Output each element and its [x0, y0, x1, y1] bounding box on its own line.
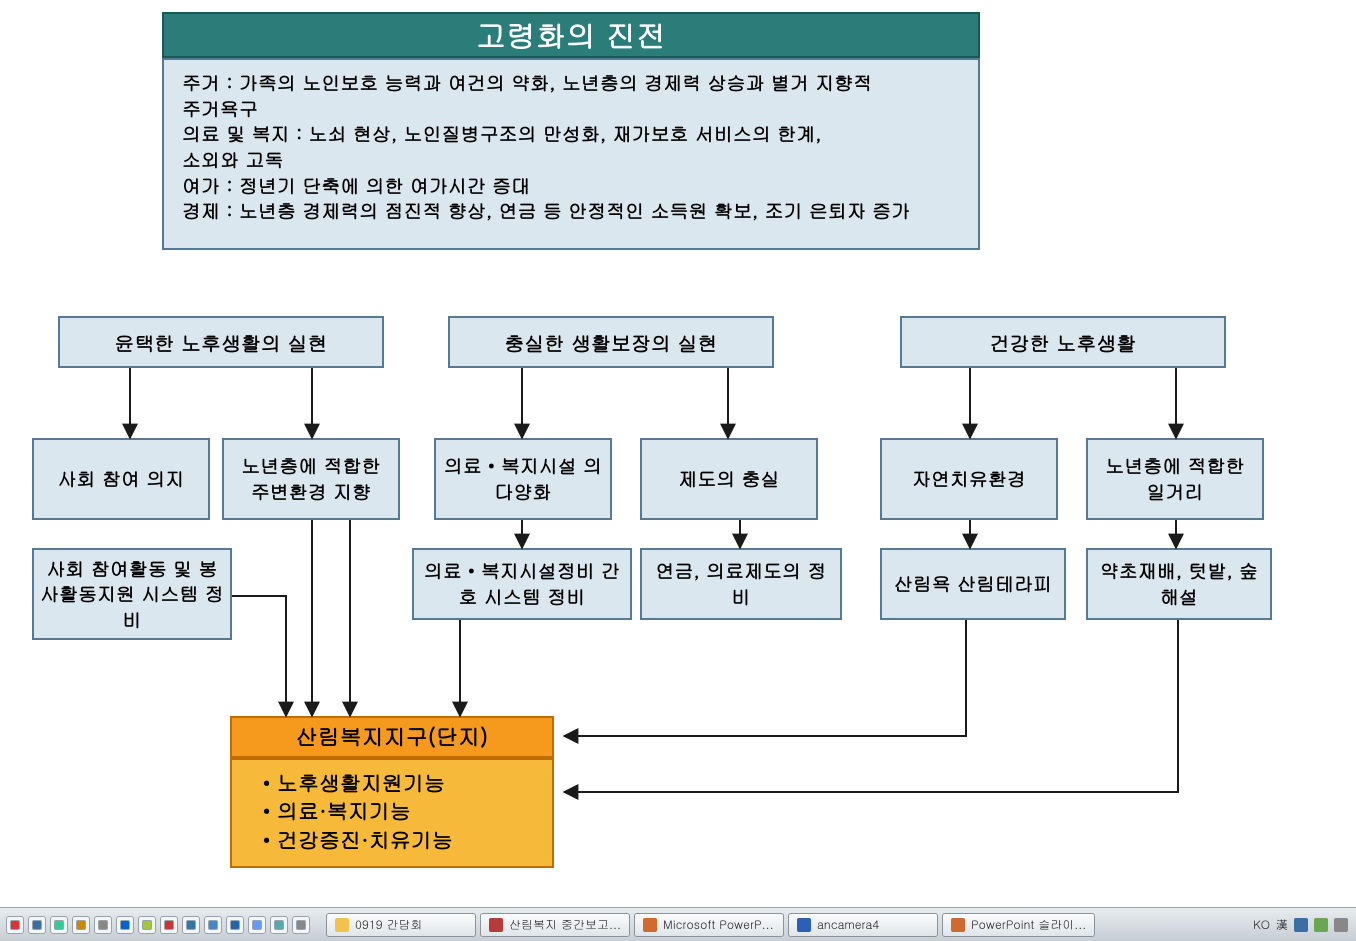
tray-icon[interactable] [1334, 918, 1348, 932]
flow-node: 사회 참여활동 및 봉사활동지원 시스템 정비 [32, 548, 232, 640]
task-icon [489, 918, 503, 932]
task-icon [951, 918, 965, 932]
flow-node: 연금, 의료제도의 정비 [640, 548, 842, 620]
task-label: ancamera4 [817, 916, 879, 933]
task-label: 0919 간담회 [355, 916, 423, 933]
flow-node: 충실한 생활보장의 실현 [448, 316, 774, 368]
ime-han[interactable]: 漢 [1276, 916, 1288, 933]
quick-launch[interactable] [0, 916, 316, 934]
taskbar-task[interactable]: ancamera4 [788, 913, 938, 937]
task-icon [335, 918, 349, 932]
tray-icon[interactable] [1294, 918, 1308, 932]
flow-node: 윤택한 노후생활의 실현 [58, 316, 384, 368]
quick-launch-icon[interactable] [138, 916, 156, 934]
flow-node: 약초재배, 텃밭, 숲 해설 [1086, 548, 1272, 620]
task-label: 산림복지 중간보고... [509, 916, 621, 933]
quick-launch-icon[interactable] [50, 916, 68, 934]
quick-launch-icon[interactable] [116, 916, 134, 934]
task-label: Microsoft PowerP... [663, 916, 774, 933]
flow-node: 산림욕 산림테라피 [880, 548, 1066, 620]
diagram-title: 고령화의 진전 [162, 12, 980, 58]
quick-launch-icon[interactable] [182, 916, 200, 934]
windows-taskbar[interactable]: 0919 간담회 산림복지 중간보고... Microsoft PowerP... a… [0, 907, 1356, 941]
flow-node: 의료・복지시설정비 간호 시스템 정비 [412, 548, 632, 620]
quick-launch-icon[interactable] [270, 916, 288, 934]
quick-launch-icon[interactable] [94, 916, 112, 934]
flow-node: 노년층에 적합한 주변환경 지향 [222, 438, 400, 520]
taskbar-task[interactable]: Microsoft PowerP... [634, 913, 784, 937]
quick-launch-icon[interactable] [226, 916, 244, 934]
flow-node: 노년층에 적합한 일거리 [1086, 438, 1264, 520]
diagram-description: 주거 : 가족의 노인보호 능력과 여건의 약화, 노년층의 경제력 상승과 별… [162, 58, 980, 250]
quick-launch-icon[interactable] [204, 916, 222, 934]
ime-lang[interactable]: KO [1253, 916, 1270, 933]
flow-node: 제도의 충실 [640, 438, 818, 520]
diagram-canvas: 고령화의 진전 주거 : 가족의 노인보호 능력과 여건의 약화, 노년층의 경… [0, 0, 1356, 901]
task-icon [643, 918, 657, 932]
task-icon [797, 918, 811, 932]
system-tray[interactable]: KO 漢 [1253, 916, 1356, 933]
taskbar-task[interactable]: 산림복지 중간보고... [480, 913, 630, 937]
quick-launch-icon[interactable] [6, 916, 24, 934]
quick-launch-icon[interactable] [72, 916, 90, 934]
taskbar-task[interactable]: 0919 간담회 [326, 913, 476, 937]
tray-icon[interactable] [1314, 918, 1328, 932]
quick-launch-icon[interactable] [28, 916, 46, 934]
flow-node: 건강한 노후생활 [900, 316, 1226, 368]
result-body: ・노후생활지원기능 ・의료·복지기능 ・건강증진·치유기능 [230, 758, 554, 868]
taskbar-task[interactable]: PowerPoint 슬라이... [942, 913, 1095, 937]
flow-node: 사회 참여 의지 [32, 438, 210, 520]
quick-launch-icon[interactable] [292, 916, 310, 934]
result-title: 산림복지지구(단지) [230, 716, 554, 758]
taskbar-tasks[interactable]: 0919 간담회 산림복지 중간보고... Microsoft PowerP... a… [316, 913, 1095, 937]
quick-launch-icon[interactable] [248, 916, 266, 934]
task-label: PowerPoint 슬라이... [971, 916, 1086, 933]
flow-node: 의료・복지시설 의 다양화 [434, 438, 612, 520]
flow-node: 자연치유환경 [880, 438, 1058, 520]
quick-launch-icon[interactable] [160, 916, 178, 934]
